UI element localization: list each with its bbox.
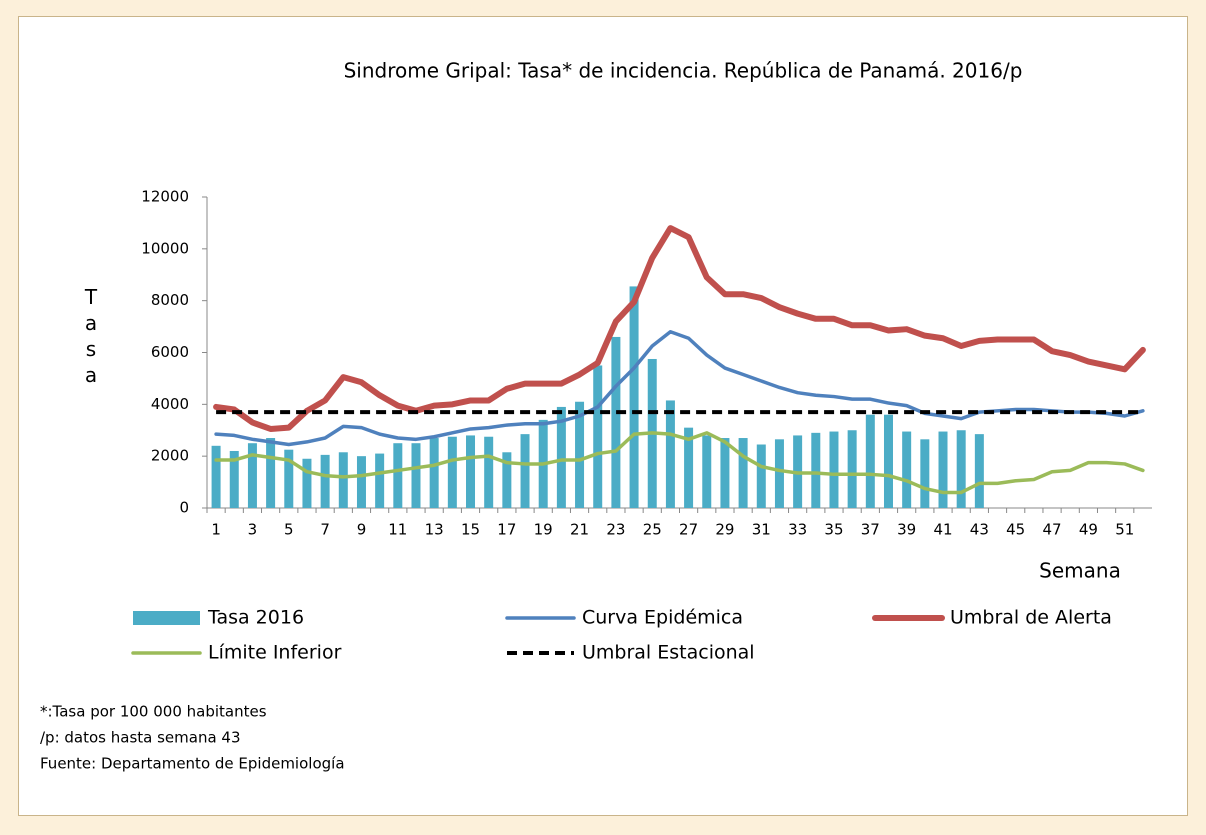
x-tick-label: 5 (284, 521, 294, 539)
legend-label: Límite Inferior (208, 642, 342, 664)
bar (684, 427, 694, 508)
x-tick-label: 33 (788, 521, 807, 539)
bar (702, 435, 712, 508)
line (213, 225, 1146, 432)
x-tick-label: 9 (357, 521, 367, 539)
bar (284, 449, 294, 508)
bar (229, 450, 239, 508)
bar (883, 414, 893, 508)
bar (974, 434, 984, 508)
bar (556, 406, 566, 508)
bar (411, 443, 421, 508)
x-tick-label: 1 (211, 521, 221, 539)
x-tick-label: 21 (570, 521, 589, 539)
legend-swatch (133, 611, 200, 625)
bar (847, 430, 857, 508)
bar (811, 432, 821, 508)
x-tick-label: 35 (824, 521, 843, 539)
y-tick-label: 8000 (151, 291, 189, 309)
bar (520, 434, 530, 508)
x-tick-label: 27 (679, 521, 698, 539)
x-tick-label: 23 (606, 521, 625, 539)
line (214, 431, 1145, 495)
x-tick-label: 39 (897, 521, 916, 539)
bar (356, 456, 366, 508)
x-tick-label: 3 (248, 521, 258, 539)
bar (393, 443, 403, 508)
bar (575, 401, 585, 508)
bar (738, 438, 748, 508)
x-tick-label: 49 (1079, 521, 1098, 539)
bar (466, 435, 476, 508)
bar (756, 444, 766, 508)
legend-label: Curva Epidémica (582, 607, 743, 629)
y-tick-label: 12000 (141, 188, 189, 206)
x-tick-label: 37 (861, 521, 880, 539)
x-tick-label: 43 (970, 521, 989, 539)
legend-label: Umbral Estacional (582, 642, 755, 664)
y-tick-label: 6000 (151, 343, 189, 361)
chart-panel (18, 16, 1188, 816)
bar (593, 365, 603, 508)
bar (829, 431, 839, 508)
x-tick-label: 45 (1006, 521, 1025, 539)
x-tick-label: 13 (425, 521, 444, 539)
bar (865, 414, 875, 508)
x-tick-label: 15 (461, 521, 480, 539)
y-tick-label: 0 (179, 499, 189, 517)
x-tick-label: 41 (933, 521, 952, 539)
legend-label: Tasa 2016 (207, 607, 304, 629)
bar (611, 336, 621, 508)
bar (484, 436, 494, 508)
bar (774, 439, 784, 508)
bar (629, 286, 639, 508)
line (214, 330, 1145, 447)
x-tick-label: 17 (497, 521, 516, 539)
bar (902, 431, 912, 508)
x-tick-label: 25 (643, 521, 662, 539)
bar (720, 438, 730, 508)
bar (429, 438, 439, 508)
x-tick-label: 29 (715, 521, 734, 539)
x-tick-label: 51 (1115, 521, 1134, 539)
x-axis-label: Semana (1039, 559, 1121, 583)
chart-title: Sindrome Gripal: Tasa* de incidencia. Re… (344, 59, 1023, 83)
bar (447, 436, 457, 508)
y-tick-label: 2000 (151, 447, 189, 465)
bar (211, 445, 221, 508)
bar (920, 439, 930, 508)
footnote: *:Tasa por 100 000 habitantes (40, 703, 267, 721)
y-tick-label: 4000 (151, 395, 189, 413)
bar (956, 430, 966, 508)
y-axis-label: Tasa (84, 285, 98, 387)
x-tick-label: 47 (1043, 521, 1062, 539)
bar (338, 452, 348, 508)
bar (665, 400, 675, 508)
footnote: /p: datos hasta semana 43 (40, 729, 241, 747)
bar (502, 452, 512, 508)
x-tick-label: 11 (388, 521, 407, 539)
bar (302, 458, 312, 508)
bar (266, 438, 276, 508)
bar (938, 431, 948, 508)
bar (375, 453, 385, 508)
bar (247, 443, 257, 508)
y-tick-label: 10000 (141, 239, 189, 257)
footnote: Fuente: Departamento de Epidemiología (40, 755, 345, 773)
x-tick-label: 7 (320, 521, 330, 539)
x-tick-label: 19 (534, 521, 553, 539)
x-tick-label: 31 (752, 521, 771, 539)
bar (320, 454, 330, 508)
legend-label: Umbral de Alerta (950, 607, 1112, 629)
